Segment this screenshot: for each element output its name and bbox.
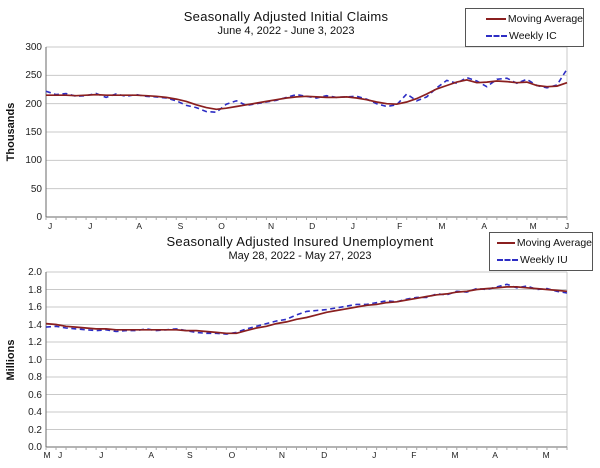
y-axis-tick-label: 0.8 bbox=[28, 372, 42, 383]
x-axis-month-label: O bbox=[228, 450, 236, 460]
plot-area bbox=[45, 271, 568, 450]
x-axis-month-label: J bbox=[372, 450, 377, 460]
legend: Moving Average Weekly IC bbox=[465, 8, 584, 47]
y-axis-tick-label: 300 bbox=[25, 42, 42, 53]
x-axis-month-label: S bbox=[186, 450, 193, 460]
legend-label: Weekly IU bbox=[520, 253, 568, 266]
x-axis-month-label: J bbox=[88, 221, 93, 231]
chart-subtitle: May 28, 2022 - May 27, 2023 bbox=[228, 250, 372, 262]
y-axis-tick-label: 0 bbox=[36, 212, 42, 223]
moving-average-line-sample bbox=[497, 242, 515, 245]
weekly-iu-line bbox=[45, 283, 568, 335]
x-axis-month-label: F bbox=[397, 221, 403, 231]
y-axis-tick-label: 50 bbox=[30, 183, 42, 195]
y-axis-tick-label: 150 bbox=[25, 127, 42, 138]
x-axis-month-label: J bbox=[57, 450, 63, 460]
chart-title: Seasonally Adjusted Initial Claims bbox=[183, 9, 389, 24]
x-axis-month-label: M bbox=[542, 450, 550, 460]
legend: Moving Average Weekly IU bbox=[489, 232, 593, 271]
legend-label: Moving Average bbox=[507, 13, 583, 26]
y-axis-tick-label: 100 bbox=[25, 155, 42, 167]
y-axis-tick-label: 0.2 bbox=[28, 424, 42, 436]
chart-title-block: Seasonally Adjusted Insured Unemployment… bbox=[0, 234, 600, 262]
x-axis-month-label: J bbox=[99, 450, 104, 460]
x-axis-month-label: J bbox=[48, 221, 53, 231]
y-axis-tick-label: 0.0 bbox=[28, 442, 42, 453]
chart-title: Seasonally Adjusted Insured Unemployment bbox=[166, 234, 434, 249]
x-axis-month-label: N bbox=[267, 221, 275, 231]
legend-item-moving-average: Moving Average bbox=[486, 13, 583, 25]
x-axis-month-label: O bbox=[218, 221, 225, 231]
moving-average-line-sample bbox=[486, 18, 506, 21]
moving-average-line bbox=[46, 79, 568, 111]
legend-label: Weekly IC bbox=[509, 29, 557, 42]
y-axis-tick-label: 1.4 bbox=[28, 319, 42, 331]
moving-average-line bbox=[45, 286, 568, 335]
x-axis-month-label: A bbox=[492, 450, 498, 460]
chart-subtitle: June 4, 2022 - June 3, 2023 bbox=[217, 25, 355, 37]
x-axis-month-label: D bbox=[321, 450, 328, 460]
x-axis-month-label: M bbox=[529, 221, 537, 231]
x-axis-month-label: A bbox=[481, 221, 487, 231]
x-axis-month-label: S bbox=[177, 221, 184, 231]
x-axis-month-label: J bbox=[564, 221, 570, 231]
legend-label: Moving Average bbox=[516, 237, 592, 250]
x-axis-month-label: M bbox=[451, 450, 459, 460]
y-axis-tick-label: 0.6 bbox=[28, 389, 42, 401]
y-axis-tick-label: 0.4 bbox=[28, 407, 42, 418]
legend-item-weekly-ic: Weekly IC bbox=[486, 30, 583, 42]
x-axis-month-label: A bbox=[136, 221, 143, 231]
x-axis-month-label: F bbox=[411, 450, 417, 460]
x-axis-month-label: J bbox=[350, 221, 355, 231]
y-axis-tick-label: 1.8 bbox=[28, 284, 42, 296]
y-axis-tick-label: 200 bbox=[25, 98, 42, 110]
y-axis-tick-label: 250 bbox=[25, 70, 42, 82]
weekly-ic-line-sample bbox=[486, 34, 507, 37]
plot-area bbox=[45, 46, 568, 220]
legend-item-moving-average: Moving Average bbox=[497, 237, 592, 249]
legend-item-weekly-iu: Weekly IU bbox=[497, 254, 592, 266]
y-axis-tick-label: 1.6 bbox=[28, 302, 42, 313]
x-axis-month-label: D bbox=[309, 221, 316, 231]
y-axis-tick-label: 1.0 bbox=[28, 354, 42, 366]
weekly-iu-line-sample bbox=[497, 258, 518, 261]
x-axis-month-label: M bbox=[43, 450, 51, 460]
y-axis-tick-label: 2.0 bbox=[28, 267, 42, 278]
x-axis-month-label: N bbox=[278, 450, 286, 460]
x-axis-month-label: M bbox=[438, 221, 446, 231]
y-axis-tick-label: 1.2 bbox=[28, 337, 42, 348]
x-axis-month-label: A bbox=[148, 450, 155, 460]
chart-title-block: Seasonally Adjusted Initial Claims June … bbox=[0, 9, 572, 37]
